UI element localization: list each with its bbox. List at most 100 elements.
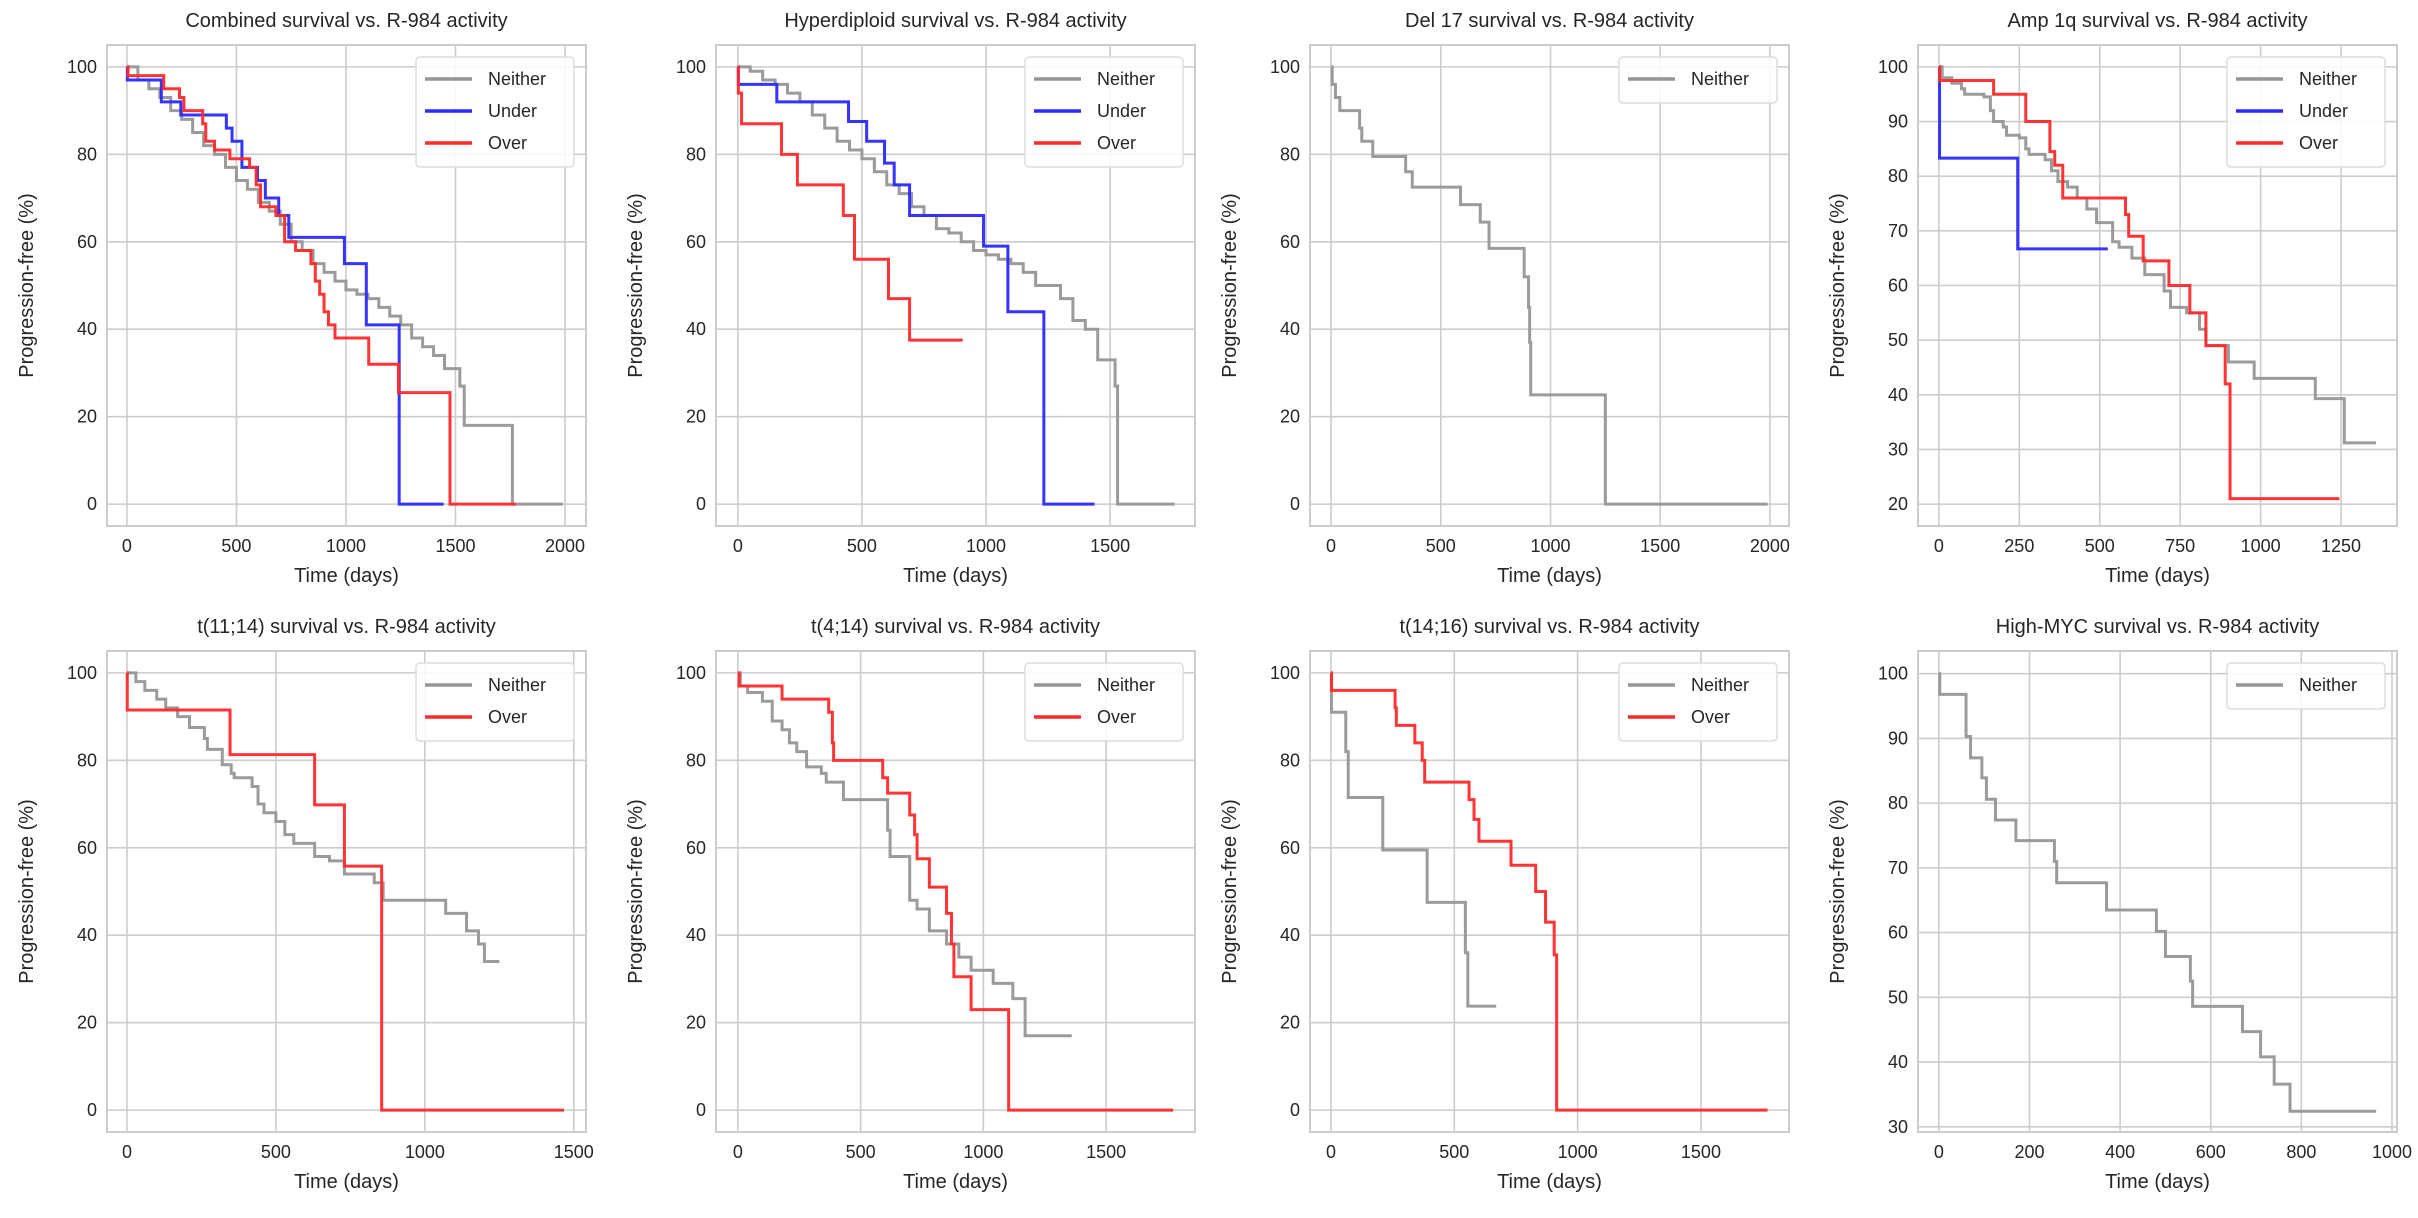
x-tick-label: 800 xyxy=(2286,1142,2316,1162)
survival-curve-neither xyxy=(737,671,1072,1038)
plot-frame xyxy=(1309,44,1790,527)
y-tick-label: 50 xyxy=(1888,987,1908,1007)
subplot-title: Combined survival vs. R-984 activity xyxy=(185,10,507,32)
y-tick-label: 100 xyxy=(676,663,706,683)
legend-label: Under xyxy=(1097,101,1146,121)
y-tick-label: 100 xyxy=(67,57,97,77)
y-tick-label: 0 xyxy=(696,1100,706,1120)
legend-label: Under xyxy=(2299,101,2348,121)
x-tick-label: 250 xyxy=(2004,536,2034,556)
y-tick-label: 80 xyxy=(77,750,97,770)
y-axis-label: Progression-free (%) xyxy=(16,193,38,378)
y-tick-label: 60 xyxy=(686,838,706,858)
x-tick-label: 1500 xyxy=(1681,1142,1721,1162)
x-tick-label: 1250 xyxy=(2321,536,2361,556)
legend-label: Over xyxy=(1097,707,1136,727)
x-tick-label: 0 xyxy=(122,1142,132,1162)
legend-box xyxy=(1024,662,1184,742)
survival-curve-under xyxy=(125,65,444,506)
survival-curve-neither xyxy=(1938,65,2377,445)
x-tick-label: 0 xyxy=(1934,536,1944,556)
y-tick-label: 40 xyxy=(686,925,706,945)
y-axis-label: Progression-free (%) xyxy=(16,799,38,984)
legend-box xyxy=(1618,662,1778,742)
x-tick-label: 500 xyxy=(1439,1142,1469,1162)
subplot-title: t(11;14) survival vs. R-984 activity xyxy=(197,616,496,638)
y-tick-label: 60 xyxy=(1280,838,1300,858)
x-axis-label: Time (days) xyxy=(294,565,399,587)
survival-curve-over xyxy=(125,671,564,1112)
y-tick-label: 60 xyxy=(77,232,97,252)
y-tick-label: 100 xyxy=(1270,57,1300,77)
legend-label: Over xyxy=(488,133,527,153)
x-tick-label: 500 xyxy=(847,536,877,556)
y-tick-label: 20 xyxy=(1888,494,1908,514)
y-tick-label: 70 xyxy=(1888,858,1908,878)
x-tick-label: 500 xyxy=(261,1142,291,1162)
survival-curve-over xyxy=(736,65,963,342)
legend: Neither Under Over xyxy=(1024,56,1184,168)
y-tick-label: 70 xyxy=(1888,221,1908,241)
legend-box xyxy=(415,662,575,742)
legend: Neither Over xyxy=(1024,662,1184,742)
y-tick-label: 50 xyxy=(1888,330,1908,350)
legend-label: Over xyxy=(2299,133,2338,153)
x-tick-label: 1000 xyxy=(2241,536,2281,556)
x-tick-label: 1000 xyxy=(1530,536,1570,556)
subplot-title: Amp 1q survival vs. R-984 activity xyxy=(2007,10,2307,32)
y-tick-label: 100 xyxy=(1878,664,1908,684)
y-tick-label: 60 xyxy=(1888,923,1908,943)
survival-curve-over xyxy=(1938,65,2340,501)
y-tick-label: 20 xyxy=(686,407,706,427)
y-axis-label: Progression-free (%) xyxy=(625,193,647,378)
y-tick-label: 30 xyxy=(1888,439,1908,459)
y-tick-label: 0 xyxy=(1290,494,1300,514)
legend-label: Neither xyxy=(1097,69,1155,89)
y-axis-label: Progression-free (%) xyxy=(1219,193,1241,378)
plot-frame xyxy=(106,650,587,1133)
plot-frame xyxy=(1917,44,2398,527)
legend-label: Over xyxy=(1691,707,1730,727)
legend-label: Over xyxy=(1097,133,1136,153)
legend-box xyxy=(415,56,575,168)
legend: Neither Over xyxy=(1618,662,1778,742)
survival-curve-neither xyxy=(126,671,500,963)
legend-label: Neither xyxy=(2299,675,2357,695)
x-axis-label: Time (days) xyxy=(903,1171,1008,1193)
legend-label: Neither xyxy=(1691,69,1749,89)
survival-curve-over xyxy=(1329,671,1768,1112)
y-tick-label: 20 xyxy=(1280,407,1300,427)
subplot-title: t(14;16) survival vs. R-984 activity xyxy=(1399,616,1699,638)
legend-label: Neither xyxy=(1097,675,1155,695)
y-tick-label: 60 xyxy=(77,838,97,858)
legend-label: Neither xyxy=(488,675,546,695)
y-tick-label: 20 xyxy=(77,1013,97,1033)
y-tick-label: 30 xyxy=(1888,1117,1908,1137)
subplot-title: Hyperdiploid survival vs. R-984 activity xyxy=(784,10,1126,32)
y-tick-label: 60 xyxy=(686,232,706,252)
y-axis-label: Progression-free (%) xyxy=(1827,799,1849,984)
subplot-title: High-MYC survival vs. R-984 activity xyxy=(1996,616,2319,638)
legend-box xyxy=(2226,662,2386,710)
y-tick-label: 0 xyxy=(1290,1100,1300,1120)
x-tick-label: 0 xyxy=(733,536,743,556)
y-tick-label: 20 xyxy=(1280,1013,1300,1033)
x-axis-label: Time (days) xyxy=(1497,1171,1602,1193)
legend-label: Neither xyxy=(488,69,546,89)
y-axis-label: Progression-free (%) xyxy=(1827,193,1849,378)
legend-label: Over xyxy=(488,707,527,727)
survival-curve-under xyxy=(736,65,1095,506)
x-tick-label: 1000 xyxy=(966,536,1006,556)
y-tick-label: 90 xyxy=(1888,728,1908,748)
y-tick-label: 40 xyxy=(1280,925,1300,945)
y-tick-label: 100 xyxy=(67,663,97,683)
y-tick-label: 40 xyxy=(1888,1052,1908,1072)
x-axis-label: Time (days) xyxy=(2105,565,2210,587)
x-tick-label: 1500 xyxy=(1640,536,1680,556)
legend: Neither Under Over xyxy=(2226,56,2386,168)
y-tick-label: 80 xyxy=(1888,166,1908,186)
